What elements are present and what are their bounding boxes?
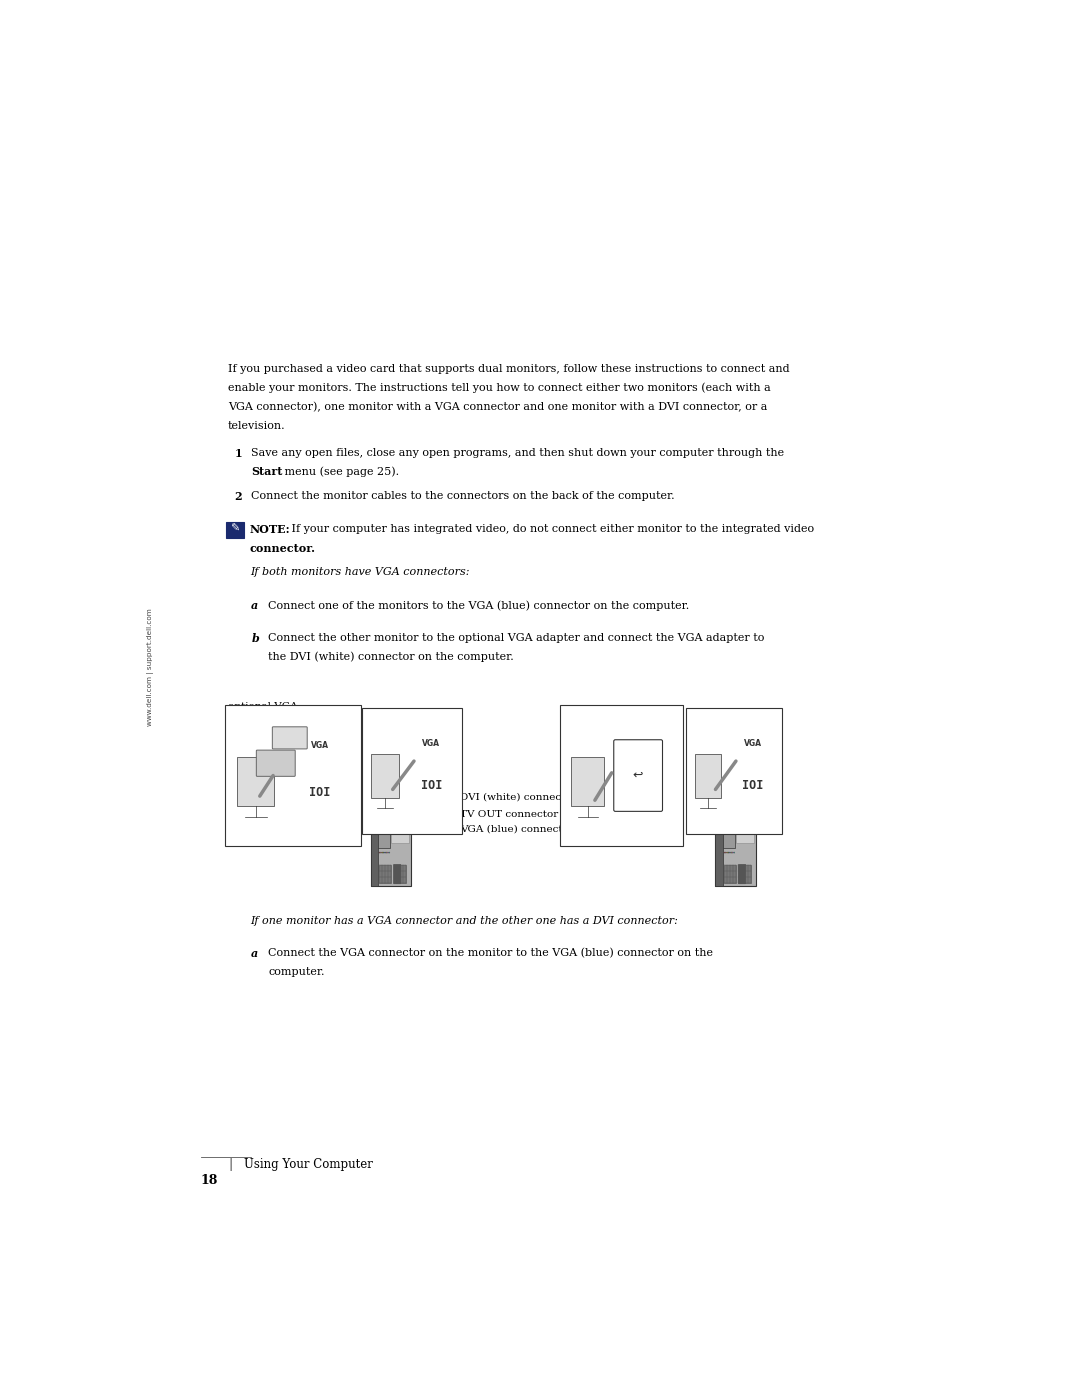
Bar [391,820,409,830]
Bar [735,820,754,830]
Bar [372,754,399,798]
Text: If both monitors have VGA connectors:: If both monitors have VGA connectors: [249,567,469,577]
Text: 1: 1 [234,447,242,458]
Text: VGA connector), one monitor with a VGA connector and one monitor with a DVI conn: VGA connector), one monitor with a VGA c… [228,402,768,412]
Bar [739,865,751,883]
FancyBboxPatch shape [362,708,462,834]
FancyBboxPatch shape [559,705,683,845]
Text: VGA: VGA [311,740,328,750]
Text: menu (see page 25).: menu (see page 25). [281,467,399,476]
Bar [391,780,409,791]
Bar [715,732,756,745]
Bar [735,780,754,791]
Text: Connect the monitor cables to the connectors on the back of the computer.: Connect the monitor cables to the connec… [252,490,675,502]
Circle shape [373,806,376,810]
Bar [391,793,409,805]
Text: www.dell.com | support.dell.com: www.dell.com | support.dell.com [147,608,154,726]
Bar [372,819,377,830]
Bar [391,833,409,844]
Text: VGA (blue) connector: VGA (blue) connector [460,826,573,834]
Bar [571,757,605,806]
Text: If your computer has integrated video, do not connect either monitor to the inte: If your computer has integrated video, d… [288,524,814,534]
Bar [238,757,274,806]
Text: DVI (white) connector: DVI (white) connector [460,792,577,802]
Text: ✎: ✎ [230,524,240,534]
Circle shape [717,806,721,810]
FancyBboxPatch shape [739,865,745,884]
Bar [391,806,409,817]
Text: Start: Start [252,467,283,478]
Text: IOI: IOI [742,780,764,792]
Bar [716,819,723,830]
Text: 18: 18 [201,1173,218,1187]
Bar [393,865,406,883]
Bar [715,732,723,887]
Text: b: b [252,633,259,644]
Text: IOI: IOI [309,785,330,799]
Bar [715,732,756,887]
Text: adapter: adapter [228,718,269,728]
FancyBboxPatch shape [225,705,362,845]
Text: Using Your Computer: Using Your Computer [243,1158,373,1171]
FancyBboxPatch shape [613,740,662,812]
Bar [370,732,410,745]
Text: the DVI (white) connector on the computer.: the DVI (white) connector on the compute… [268,651,514,662]
Text: VGA: VGA [422,739,441,749]
Text: computer.: computer. [268,967,325,978]
Text: Connect one of the monitors to the VGA (blue) connector on the computer.: Connect one of the monitors to the VGA (… [268,599,689,610]
Text: a: a [252,949,258,960]
Text: NOTE:: NOTE: [249,524,291,535]
Text: IOI: IOI [421,780,442,792]
Bar [723,778,734,848]
Bar [379,865,391,883]
Text: |: | [228,1158,232,1171]
Bar [735,833,754,844]
Bar [735,806,754,817]
Text: TV OUT connector: TV OUT connector [460,809,558,819]
Text: connector.: connector. [249,542,315,553]
FancyBboxPatch shape [393,865,401,884]
Text: Connect the VGA connector on the monitor to the VGA (blue) connector on the: Connect the VGA connector on the monitor… [268,949,713,958]
Text: television.: television. [228,420,285,430]
Text: Save any open files, close any open programs, and then shut down your computer t: Save any open files, close any open prog… [252,447,784,458]
Bar [370,732,410,887]
Bar [378,778,390,848]
Bar [735,793,754,805]
Bar [724,865,735,883]
Text: enable your monitors. The instructions tell you how to connect either two monito: enable your monitors. The instructions t… [228,383,771,394]
Bar [372,788,377,798]
Text: ↩: ↩ [633,770,644,782]
Text: a: a [252,599,258,610]
Text: If you purchased a video card that supports dual monitors, follow these instruct: If you purchased a video card that suppo… [228,365,789,374]
FancyBboxPatch shape [272,726,307,749]
Text: If one monitor has a VGA connector and the other one has a DVI connector:: If one monitor has a VGA connector and t… [249,915,677,926]
Text: Connect the other monitor to the optional VGA adapter and connect the VGA adapte: Connect the other monitor to the optiona… [268,633,765,643]
Bar [370,732,378,887]
Bar [696,754,721,798]
Text: 2: 2 [234,490,242,502]
Text: VGA: VGA [744,739,761,749]
Bar [227,522,243,538]
Bar [716,788,723,798]
Text: optional VGA: optional VGA [228,701,298,711]
FancyBboxPatch shape [686,708,782,834]
FancyBboxPatch shape [256,750,295,777]
